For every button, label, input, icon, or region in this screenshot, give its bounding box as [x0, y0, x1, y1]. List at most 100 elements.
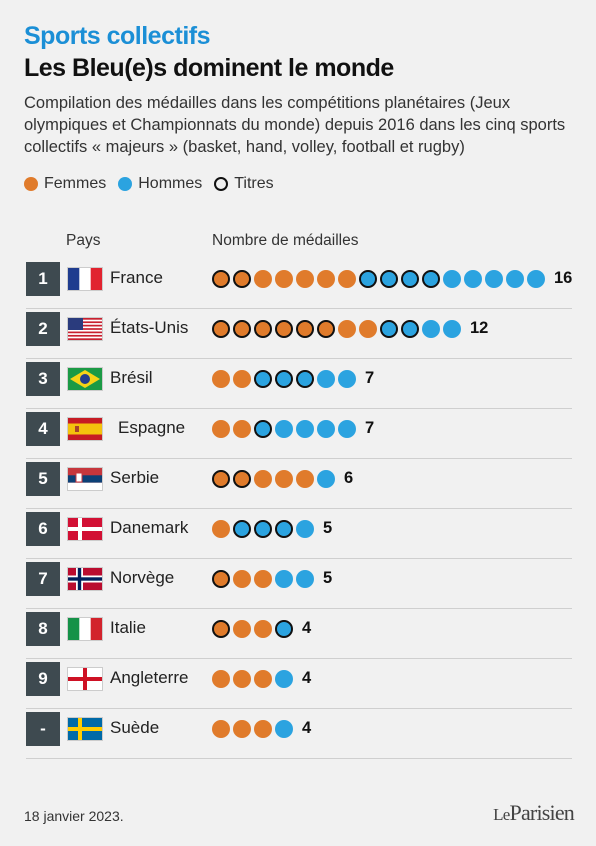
denmark-flag-icon	[68, 518, 102, 540]
row-divider	[26, 408, 572, 409]
women-medal-dot	[338, 269, 356, 288]
medal-dots: 7	[212, 419, 374, 438]
men-medal-dot	[275, 719, 293, 738]
women-medal-dot	[296, 269, 314, 288]
table-row: 7 Norvège 5	[26, 562, 572, 612]
women-medal-dot	[233, 369, 251, 388]
rank-badge: -	[26, 712, 60, 746]
norway-flag-icon	[68, 568, 102, 590]
rank-badge: 6	[26, 512, 60, 546]
rank-badge: 2	[26, 312, 60, 346]
medal-dots: 4	[212, 669, 311, 688]
men-medal-dot	[422, 319, 440, 338]
women-title-medal-dot	[212, 619, 230, 638]
country-name: Italie	[110, 618, 146, 637]
women-medal-dot	[254, 619, 272, 638]
women-medal-dot	[275, 269, 293, 288]
women-medal-dot	[254, 569, 272, 588]
sweden-flag-icon	[68, 718, 102, 740]
men-medal-dot	[317, 369, 335, 388]
women-title-medal-dot	[212, 569, 230, 588]
men-dot-icon	[118, 177, 133, 191]
men-medal-dot	[464, 269, 482, 288]
women-medal-dot	[338, 319, 356, 338]
women-medal-dot	[233, 619, 251, 638]
women-medal-dot	[254, 719, 272, 738]
rank-badge: 9	[26, 662, 60, 696]
women-medal-dot	[212, 519, 230, 538]
column-header-medals: Nombre de médailles	[212, 232, 359, 249]
men-title-medal-dot	[275, 369, 293, 388]
women-medal-dot	[233, 419, 251, 438]
table-row: 8 Italie 4	[26, 612, 572, 662]
medal-total: 7	[365, 369, 375, 387]
rank-badge: 3	[26, 362, 60, 396]
men-medal-dot	[296, 519, 314, 538]
le-parisien-logo: LeParisien	[493, 800, 575, 826]
rank-badge: 1	[26, 262, 60, 296]
men-title-medal-dot	[401, 319, 419, 338]
country-name: Angleterre	[110, 668, 189, 687]
kicker: Sports collectifs	[24, 22, 211, 50]
title-ring-icon	[214, 177, 229, 191]
men-medal-dot	[275, 419, 293, 438]
row-divider	[26, 558, 572, 559]
men-title-medal-dot	[422, 269, 440, 288]
men-medal-dot	[296, 569, 314, 588]
table-row: 5 Serbie 6	[26, 462, 572, 512]
spain-flag-icon	[68, 418, 102, 440]
men-medal-dot	[506, 269, 524, 288]
row-divider	[26, 758, 572, 759]
country-name: États-Unis	[110, 318, 189, 337]
women-medal-dot	[254, 269, 272, 288]
men-title-medal-dot	[380, 319, 398, 338]
men-medal-dot	[275, 569, 293, 588]
italy-flag-icon	[68, 618, 102, 640]
legend: Femmes Hommes Titres	[24, 175, 286, 193]
medal-total: 4	[302, 669, 312, 687]
medal-dots: 7	[212, 369, 374, 388]
table-row: - Suède 4	[26, 712, 572, 762]
men-medal-dot	[527, 269, 545, 288]
medal-table: 1 France 16 2 États-Unis 12 3 Brésil 7 4 Espagne 7 5…	[26, 262, 572, 762]
women-title-medal-dot	[212, 469, 230, 488]
men-title-medal-dot	[359, 269, 377, 288]
women-medal-dot	[233, 569, 251, 588]
medal-total: 5	[323, 519, 333, 537]
country-name: Brésil	[110, 368, 153, 387]
legend-men-label: Hommes	[138, 175, 203, 192]
men-title-medal-dot	[233, 519, 251, 538]
chart-subtitle: Compilation des médailles dans les compé…	[24, 94, 566, 156]
brazil-flag-icon	[68, 368, 102, 390]
women-title-medal-dot	[296, 319, 314, 338]
women-title-medal-dot	[254, 319, 272, 338]
women-title-medal-dot	[212, 319, 230, 338]
medal-dots: 4	[212, 619, 311, 638]
women-medal-dot	[212, 669, 230, 688]
france-flag-icon	[68, 268, 102, 290]
men-title-medal-dot	[401, 269, 419, 288]
table-row: 3 Brésil 7	[26, 362, 572, 412]
medal-dots: 4	[212, 719, 311, 738]
men-title-medal-dot	[275, 519, 293, 538]
country-name: Danemark	[110, 518, 189, 537]
row-divider	[26, 358, 572, 359]
table-row: 2 États-Unis 12	[26, 312, 572, 362]
medal-total: 5	[323, 569, 333, 587]
medal-total: 12	[470, 319, 489, 337]
men-title-medal-dot	[254, 519, 272, 538]
rank-badge: 4	[26, 412, 60, 446]
men-medal-dot	[338, 419, 356, 438]
women-dot-icon	[24, 177, 38, 191]
women-medal-dot	[275, 469, 293, 488]
country-name: Norvège	[110, 568, 175, 587]
medal-total: 16	[554, 269, 573, 287]
country-name: Suède	[110, 718, 160, 737]
medal-dots: 5	[212, 519, 332, 538]
logo-name: Parisien	[509, 800, 575, 825]
men-medal-dot	[485, 269, 503, 288]
logo-le: Le	[493, 805, 510, 824]
women-title-medal-dot	[317, 319, 335, 338]
women-medal-dot	[233, 669, 251, 688]
medal-dots: 5	[212, 569, 332, 588]
